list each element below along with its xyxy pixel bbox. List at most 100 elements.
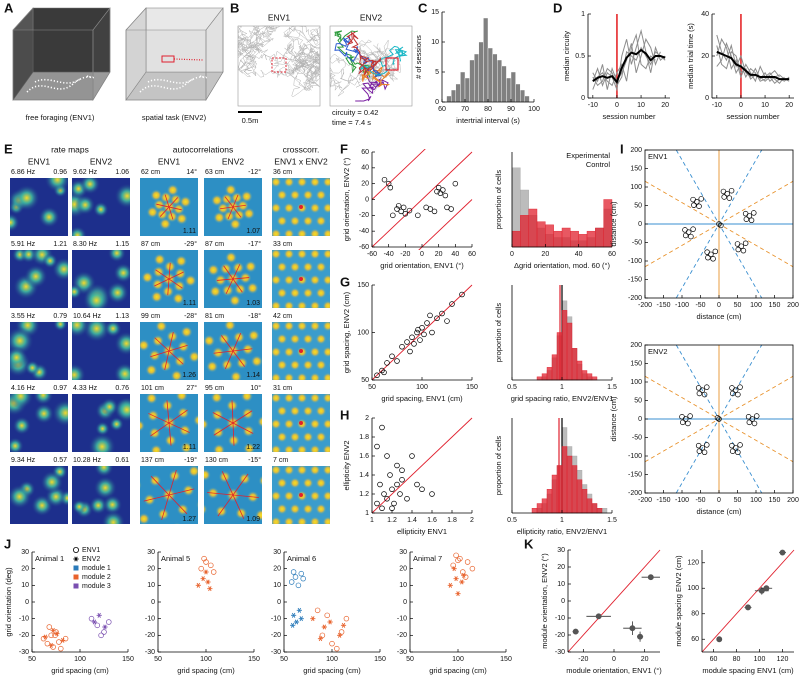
clip-group xyxy=(447,552,476,597)
peak xyxy=(179,195,192,208)
point xyxy=(101,629,107,635)
bar xyxy=(546,367,553,381)
peak xyxy=(196,500,198,510)
x-tick-label: 1.8 xyxy=(447,517,457,524)
point xyxy=(207,586,213,592)
peak xyxy=(315,333,327,345)
map-label: 0.79 xyxy=(53,313,67,320)
x-tick-label: 150 xyxy=(500,656,512,663)
point xyxy=(404,339,410,345)
bar xyxy=(561,227,571,248)
firing-field xyxy=(94,466,114,478)
peak xyxy=(155,322,168,333)
y-tick-label: -20 xyxy=(271,632,281,639)
map-label: 36 cm xyxy=(273,169,292,176)
y-tick-label: -30 xyxy=(19,649,29,656)
x-tick-label: 2 xyxy=(470,517,474,524)
point xyxy=(704,249,710,255)
bar xyxy=(474,53,480,103)
point xyxy=(379,505,385,512)
bar xyxy=(520,215,529,248)
point xyxy=(88,615,95,622)
point xyxy=(751,420,758,427)
point xyxy=(735,391,741,398)
map-label: 5.91 Hz xyxy=(11,241,36,248)
y-tick-label: 1.4 xyxy=(359,472,369,479)
y-tick-label: 1.8 xyxy=(359,434,369,441)
goal-zone xyxy=(385,57,399,71)
firing-field xyxy=(40,470,64,494)
y-tick-label: 20 xyxy=(399,566,407,573)
peak xyxy=(170,369,183,380)
point xyxy=(395,203,402,209)
peak xyxy=(272,228,282,236)
point xyxy=(404,496,410,502)
point xyxy=(696,203,702,209)
clip-group xyxy=(10,322,68,380)
peak xyxy=(272,372,282,380)
map-label: 1.15 xyxy=(115,241,129,248)
peak xyxy=(272,466,282,476)
series-line xyxy=(716,34,790,82)
guide-line xyxy=(675,344,763,494)
y-tick-label: 0 xyxy=(25,599,29,606)
bar xyxy=(451,89,457,103)
point xyxy=(735,449,741,456)
legend-entry: Experimental xyxy=(566,151,610,160)
chart-title: Animal 6 xyxy=(287,554,316,563)
peak xyxy=(243,442,256,452)
point xyxy=(195,582,201,588)
panel-label: B xyxy=(230,0,239,15)
peak xyxy=(184,274,197,287)
series-line xyxy=(592,48,666,85)
point xyxy=(381,491,387,497)
peak xyxy=(296,322,308,332)
x-tick-label: 50 xyxy=(406,656,414,663)
peak xyxy=(272,490,282,502)
point xyxy=(434,315,440,322)
peak xyxy=(289,359,301,371)
peak xyxy=(283,300,295,308)
y-tick-label: 150 xyxy=(630,165,642,172)
peak xyxy=(157,466,165,468)
x-tick-label: 100 xyxy=(754,656,766,663)
clip-group xyxy=(288,569,350,652)
peak xyxy=(289,287,301,299)
point xyxy=(94,622,101,629)
x-axis-label: Δgrid orientation, mod. 60 (°) xyxy=(514,261,610,270)
y-axis-label: distance (cm) xyxy=(609,201,618,247)
y-tick-label: 0 xyxy=(151,599,155,606)
peak xyxy=(315,359,327,371)
peak xyxy=(283,418,295,430)
peak xyxy=(315,477,327,489)
point xyxy=(415,326,421,333)
y-tick-label: 150 xyxy=(357,282,369,289)
peak xyxy=(322,300,330,308)
point xyxy=(461,572,467,578)
point xyxy=(687,413,693,419)
clip-group xyxy=(567,549,661,653)
y-axis-label: # of sessions xyxy=(414,35,423,79)
map-label: -15° xyxy=(248,456,261,464)
peak xyxy=(180,325,193,338)
point xyxy=(679,419,686,426)
peak xyxy=(289,333,301,345)
clip-group xyxy=(10,250,68,308)
point xyxy=(398,208,404,215)
clip-group xyxy=(204,322,262,380)
peak xyxy=(296,178,308,188)
point xyxy=(340,622,347,628)
point xyxy=(647,574,654,581)
peak xyxy=(328,407,330,415)
y-tick-label: -200 xyxy=(628,490,642,497)
clip-group xyxy=(140,178,198,236)
point xyxy=(324,612,330,619)
clip-group xyxy=(272,178,330,236)
bar xyxy=(576,479,583,514)
peak xyxy=(257,415,262,428)
firing-field xyxy=(93,476,117,500)
peak xyxy=(322,274,330,286)
peak xyxy=(283,274,295,286)
axis-line xyxy=(143,488,195,502)
y-tick-label: 1 xyxy=(365,510,369,517)
